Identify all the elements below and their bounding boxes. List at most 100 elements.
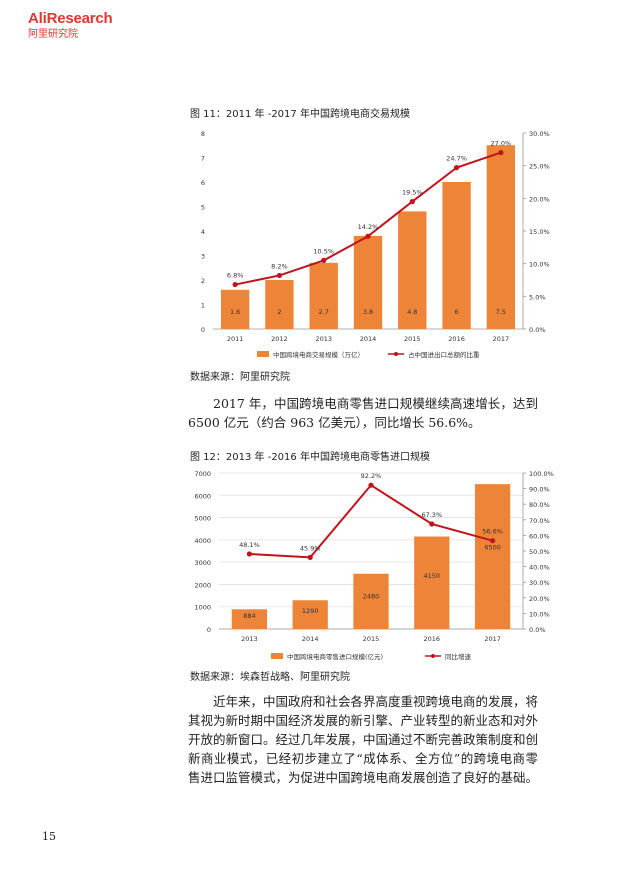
chart2-x-tick-label: 2014 <box>302 635 319 643</box>
chart2-line-value-label: 67.3% <box>421 511 442 519</box>
aliresearch-logo: AliResearch 阿里研究院 <box>28 10 113 40</box>
chart2-y2-tick-label: 60.0% <box>529 532 550 540</box>
chart1-line-value-label: 27.0% <box>491 140 512 148</box>
chart1-y2-tick-label: 5.0% <box>529 293 546 301</box>
chart2-line-point <box>490 538 496 544</box>
chart1-bar-value-label: 4.8 <box>407 308 417 316</box>
chart1-bar-value-label: 6 <box>455 308 459 316</box>
chart1-bar <box>220 289 250 329</box>
chart1-y2-tick-label: 15.0% <box>529 228 550 236</box>
chart1-bar <box>309 262 338 329</box>
chart2-y2-tick-label: 30.0% <box>529 579 550 587</box>
chart1-line-value-label: 19.5% <box>402 189 423 197</box>
chart1-bar <box>353 235 383 329</box>
chart1-y2-tick-label: 25.0% <box>529 163 550 171</box>
chart2-y2-tick-label: 20.0% <box>529 595 550 603</box>
chart1-bar-value-label: 2 <box>277 308 281 316</box>
chart1-bar <box>265 280 294 329</box>
chart1-line-value-label: 10.5% <box>313 247 334 255</box>
chart1-line-point <box>232 281 238 288</box>
chart2-y2-tick-label: 0.0% <box>529 626 546 634</box>
chart2-line-value-label: 48.1% <box>239 541 260 549</box>
logo-text-cn: 阿里研究院 <box>28 29 78 40</box>
chart2-bar-value-label: 1290 <box>302 607 319 615</box>
chart2-bar <box>414 536 450 629</box>
chart1-line-point <box>409 199 415 205</box>
chart2-x-tick-label: 2017 <box>484 635 501 643</box>
chart1-line-value-label: 24.7% <box>446 155 467 163</box>
chart2-y-tick-label: 4000 <box>194 537 211 545</box>
figure-1-title: 图 11：2011 年 -2017 年中国跨境电商交易规模 <box>190 109 410 120</box>
chart-1: 0 1 2 3 4 5 6 7 8 0.0% 5.0% 10.0% 15.0% 20.0% 25.0% 30.… <box>201 130 550 359</box>
chart1-line-point <box>276 272 283 279</box>
paragraph-2: 近年来，中国政府和社会各界高度重视跨境电商的发展，将其视为新时期中国经济发展的新… <box>188 692 538 787</box>
chart1-line-point <box>365 233 371 239</box>
chart2-bar <box>231 609 268 629</box>
chart2-y2-tick-label: 100.0% <box>529 470 554 478</box>
chart1-bar <box>442 182 471 329</box>
chart2-y2-tick-label: 10.0% <box>529 610 550 618</box>
chart1-y-tick-label: 4 <box>201 228 205 236</box>
chart2-y2-tick-label: 40.0% <box>529 564 550 572</box>
chart2-line-value-label: 92.2% <box>361 472 382 480</box>
chart1-x-tick-label: 2015 <box>404 335 421 343</box>
chart1-bar-value-label: 3.8 <box>363 308 373 316</box>
chart1-y-tick-label: 5 <box>201 204 205 212</box>
chart1-y-tick-label: 7 <box>201 155 205 163</box>
chart2-line-value-label: 56.6% <box>482 528 503 536</box>
chart2-legend-line-label: 同比增速 <box>445 652 472 661</box>
chart2-bar-value-label: 4150 <box>424 572 441 580</box>
chart1-legend-bar-label: 中国跨境电商交易规模（万亿） <box>273 350 364 359</box>
chart2-x-tick-label: 2013 <box>241 635 258 643</box>
chart1-line-point <box>453 165 460 171</box>
figure-2-title: 图 12：2013 年 -2016 年中国跨境电商零售进口规模 <box>190 452 430 463</box>
chart1-bar-value-label: 2.7 <box>319 308 329 316</box>
chart2-bar-value-label: 6500 <box>484 543 501 551</box>
chart1-y-tick-label: 6 <box>201 179 205 187</box>
paragraph-2-text: 近年来，中国政府和社会各界高度重视跨境电商的发展，将其视为新时期中国经济发展的新… <box>188 694 539 785</box>
chart1-bar-value-label: 1.6 <box>230 308 240 316</box>
chart2-y2-tick-label: 80.0% <box>529 501 550 509</box>
chart1-line-point <box>498 150 504 156</box>
chart1-line-value-label: 8.2% <box>271 262 288 270</box>
chart2-y-tick-label: 1000 <box>194 604 211 612</box>
chart1-bar <box>398 211 427 329</box>
chart2-bar-value-label: 884 <box>243 612 255 620</box>
chart2-line-value-label: 45.9% <box>300 544 321 552</box>
chart2-line-point <box>307 554 313 560</box>
chart1-y-tick-label: 2 <box>201 277 205 285</box>
chart1-line-value-label: 6.8% <box>227 272 244 280</box>
chart1-x-tick-label: 2012 <box>271 335 288 343</box>
chart2-bar <box>353 573 389 629</box>
chart2-line-point <box>429 521 435 527</box>
chart1-legend-bar-swatch <box>257 351 269 357</box>
chart2-legend-line-marker <box>431 654 435 658</box>
paragraph-1: 2017 年，中国跨境电商零售进口规模继续高速增长，达到 6500 亿元（约合 … <box>188 394 538 432</box>
chart2-x-tick-label: 2015 <box>363 635 380 643</box>
chart2-legend-bar-swatch <box>271 653 283 659</box>
chart1-bar-value-label: 7.5 <box>496 308 506 316</box>
chart2-line-series <box>249 483 493 559</box>
chart1-y-tick-label: 0 <box>201 326 205 334</box>
figure-2-source: 数据来源：埃森哲战略、阿里研究院 <box>190 672 350 683</box>
chart1-legend-line-label: 占中国进出口总额的比重 <box>408 350 480 359</box>
page-number: 15 <box>42 830 56 843</box>
chart2-bar-value-label: 2480 <box>363 593 380 601</box>
chart2-x-tick-label: 2016 <box>424 635 441 643</box>
chart1-y2-tick-label: 30.0% <box>529 130 550 138</box>
chart1-line-value-label: 14.2% <box>358 223 379 231</box>
chart2-y2-tick-label: 70.0% <box>529 517 550 525</box>
chart1-x-tick-label: 2017 <box>493 335 510 343</box>
chart1-y-tick-label: 1 <box>201 302 205 310</box>
chart1-legend-line-marker <box>394 352 398 356</box>
chart2-y-tick-label: 2000 <box>194 581 211 589</box>
chart2-y-tick-label: 3000 <box>194 559 211 567</box>
chart1-y2-tick-label: 10.0% <box>529 261 550 269</box>
chart2-y-tick-label: 7000 <box>194 470 211 478</box>
logo-text-en: AliResearch <box>28 10 113 27</box>
chart2-y-tick-label: 5000 <box>194 515 211 523</box>
paragraph-1-text: 2017 年，中国跨境电商零售进口规模继续高速增长，达到 6500 亿元（约合 … <box>188 396 538 430</box>
chart1-x-tick-label: 2014 <box>360 335 377 343</box>
chart1-x-tick-label: 2011 <box>227 335 244 343</box>
chart2-bar <box>292 600 328 629</box>
